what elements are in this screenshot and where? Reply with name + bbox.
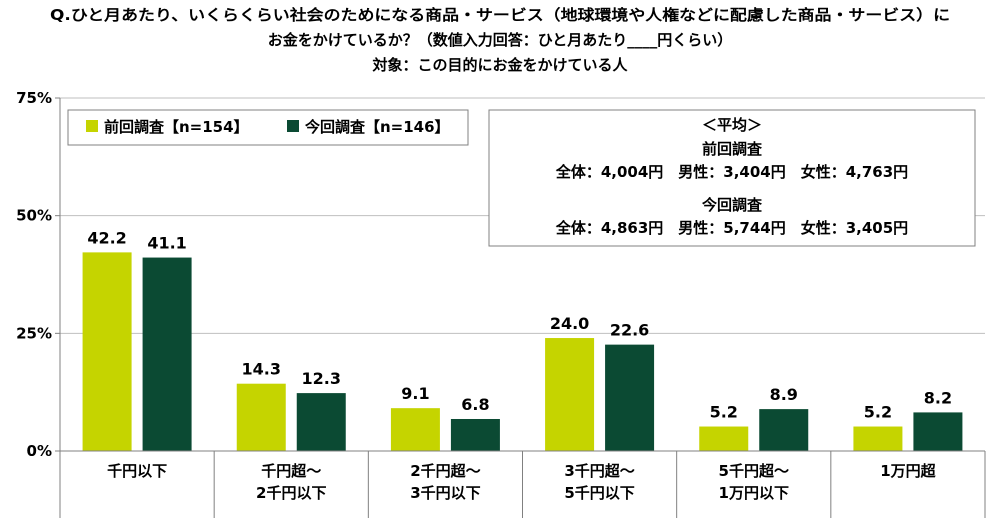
value-label: 24.0 (550, 314, 589, 333)
title-line: 対象：この目的にお金をかけている人 (371, 56, 628, 74)
averages-line: 全体：4,004円 男性：3,404円 女性：4,763円 (555, 163, 908, 181)
averages-group-label: 前回調査 (702, 140, 763, 158)
value-label: 8.9 (770, 385, 798, 404)
bar (236, 383, 286, 451)
x-tick-label: 2千円超～ (410, 462, 480, 480)
x-tick-label: 2千円以下 (256, 484, 326, 502)
legend-box (67, 109, 469, 146)
x-tick-label: 5千円超～ (719, 462, 789, 480)
value-label: 5.2 (864, 403, 892, 422)
axes (59, 98, 986, 518)
bar (759, 409, 809, 451)
y-tick-label: 25% (16, 324, 52, 342)
y-tick-label: 0% (27, 442, 52, 460)
chart-title: Q.ひと月あたり、いくらくらい社会のためになる商品・サービス（地球環境や人権など… (50, 6, 950, 74)
value-label: 22.6 (610, 321, 649, 340)
y-tick-label: 75% (16, 89, 52, 107)
y-tick-label: 50% (16, 207, 52, 225)
x-tick-label: 3千円以下 (410, 484, 480, 502)
bar (82, 252, 132, 451)
legend-swatch (86, 120, 98, 132)
value-label: 41.1 (147, 234, 186, 253)
x-tick-label: 千円以下 (107, 462, 167, 480)
bar (545, 338, 595, 451)
bar (853, 426, 903, 451)
legend-swatch (287, 120, 299, 132)
value-labels: 42.2 41.1 14.3 12.3 9.1 6.8 24.0 22.6 5.2 8.9 5.2 8… (87, 228, 952, 421)
bar (142, 257, 192, 451)
x-tick-label: 3千円超～ (564, 462, 634, 480)
value-label: 9.1 (401, 384, 429, 403)
title-line: お金をかけているか？（数値入力回答：ひと月あたり____円くらい） (268, 31, 733, 49)
averages-box-frame (488, 109, 976, 247)
x-tick-label: 1万円超 (880, 462, 936, 480)
category-labels: 千円以下 千円超～ 2千円以下 2千円超～ 3千円以下 3千円超～ 5千円以下 5千円超～ 1万… (107, 462, 937, 502)
x-tick-label: 1万円以下 (719, 484, 789, 502)
value-label: 42.2 (87, 228, 126, 247)
x-tick-label: 5千円以下 (564, 484, 634, 502)
averages-line: 全体：4,863円 男性：5,744円 女性：3,405円 (555, 219, 908, 237)
averages-heading: ＜平均＞ (702, 116, 762, 134)
value-label: 14.3 (242, 360, 281, 379)
legend: 前回調査【n=154】 今回調査【n=146】 (67, 109, 469, 146)
y-axis-ticks: 0% 25% 50% 75% (16, 89, 60, 460)
bar (296, 393, 346, 451)
title-line: Q.ひと月あたり、いくらくらい社会のためになる商品・サービス（地球環境や人権など… (50, 6, 950, 24)
bar (605, 344, 655, 451)
averages-group-label: 今回調査 (701, 196, 763, 214)
x-tick-label: 千円超～ (261, 462, 321, 480)
bar (699, 426, 749, 451)
value-label: 5.2 (710, 403, 738, 422)
value-label: 6.8 (461, 395, 489, 414)
legend-label: 今回調査【n=146】 (304, 118, 450, 136)
legend-label: 前回調査【n=154】 (104, 118, 249, 136)
bar (913, 412, 963, 451)
bar (450, 418, 500, 451)
bars (82, 252, 963, 451)
bar (390, 408, 440, 451)
value-label: 12.3 (302, 369, 341, 388)
value-label: 8.2 (924, 388, 952, 407)
